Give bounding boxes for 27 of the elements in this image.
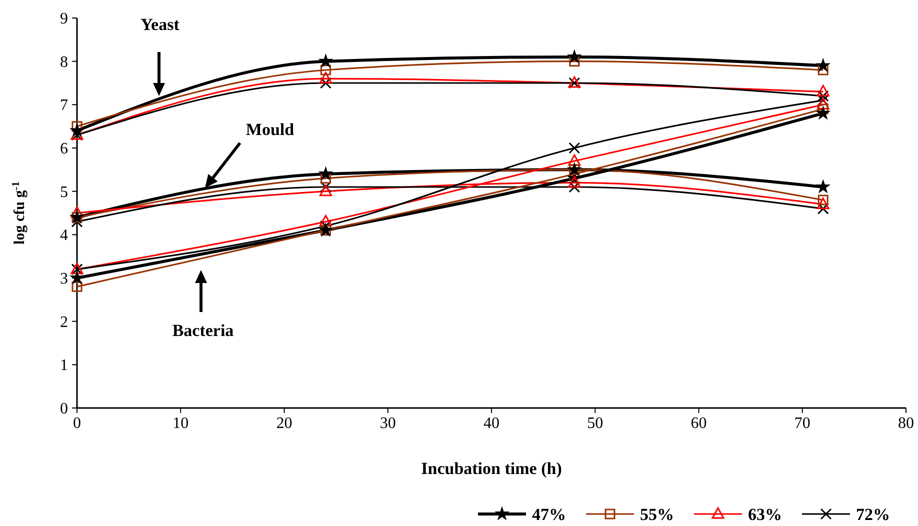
y-tick-label: 2 bbox=[60, 314, 68, 331]
x-tick-label: 20 bbox=[276, 415, 292, 432]
annotation: Yeast bbox=[140, 15, 180, 34]
x-axis-title: Incubation time (h) bbox=[421, 459, 562, 478]
x-tick-label: 10 bbox=[172, 415, 189, 432]
y-tick-label: 8 bbox=[60, 54, 68, 71]
legend-label: 55% bbox=[640, 505, 674, 524]
x-tick-label: 0 bbox=[73, 415, 81, 432]
y-tick-label: 7 bbox=[60, 97, 68, 114]
y-tick-label: 5 bbox=[60, 184, 68, 201]
y-tick-label: 1 bbox=[60, 357, 68, 374]
legend-label: 47% bbox=[532, 505, 566, 524]
x-tick-label: 60 bbox=[690, 415, 707, 432]
y-tick-label: 9 bbox=[60, 10, 68, 28]
legend-label: 72% bbox=[856, 505, 890, 524]
legend-label: 63% bbox=[748, 505, 782, 524]
y-tick-label: 4 bbox=[60, 227, 68, 244]
x-tick-label: 30 bbox=[380, 415, 396, 432]
x-tick-label: 70 bbox=[794, 415, 810, 432]
annotation: Mould bbox=[246, 120, 295, 139]
x-tick-label: 40 bbox=[484, 415, 500, 432]
y-tick-label: 0 bbox=[60, 400, 68, 418]
x-tick-label: 80 bbox=[898, 415, 914, 432]
y-tick-label: 6 bbox=[60, 140, 68, 158]
x-tick-label: 50 bbox=[587, 415, 604, 432]
y-tick-label: 3 bbox=[60, 270, 68, 288]
annotation: Bacteria bbox=[172, 321, 234, 340]
